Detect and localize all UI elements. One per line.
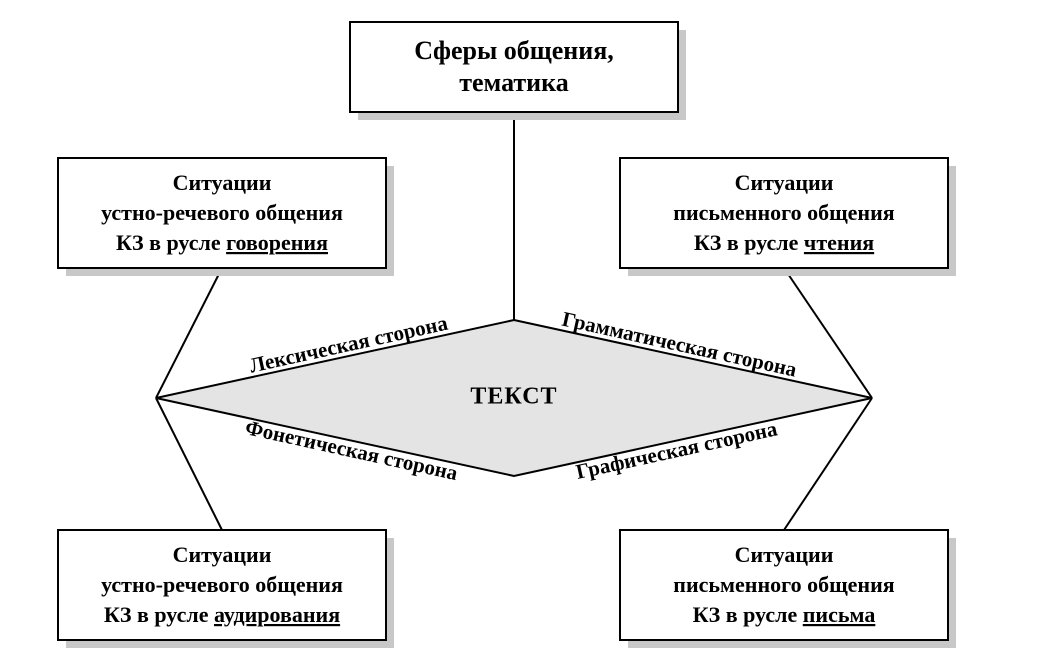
box-tl-line-2-underlined: говорения — [226, 230, 328, 255]
edge-bl-diamond-left — [156, 398, 222, 530]
box-br-line-1: письменного общения — [673, 572, 894, 597]
box-br-line-2-pre: КЗ в русле — [693, 602, 803, 627]
box-tr-line-0: Ситуации — [735, 170, 834, 195]
box-tr-line-1: письменного общения — [673, 200, 894, 225]
box-tr-line-2: КЗ в русле чтения — [694, 230, 874, 255]
box-bl-line-2: КЗ в русле аудирования — [104, 602, 340, 627]
box-bl-line-1: устно-речевого общения — [101, 572, 343, 597]
box-top-line-0: Сферы общения, — [414, 36, 614, 65]
diagram-canvas: ТЕКСТ Сферы общения, тематика Ситуации устн… — [0, 0, 1040, 672]
box-tr-line-2-pre: КЗ в русле — [694, 230, 804, 255]
box-bl-line-0: Ситуации — [173, 542, 272, 567]
edge-br-diamond-right — [784, 398, 872, 530]
box-tr-line-2-underlined: чтения — [804, 230, 874, 255]
box-bl-line-2-pre: КЗ в русле — [104, 602, 214, 627]
box-bl-line-2-underlined: аудирования — [214, 602, 340, 627]
box-tl-line-2-pre: КЗ в русле — [116, 230, 226, 255]
box-tl-line-1: устно-речевого общения — [101, 200, 343, 225]
edge-tr-diamond-right — [784, 268, 872, 398]
box-br-line-2: КЗ в русле письма — [693, 602, 876, 627]
box-br-line-0: Ситуации — [735, 542, 834, 567]
box-tl-line-0: Ситуации — [173, 170, 272, 195]
box-br-line-2-underlined: письма — [803, 602, 876, 627]
box-tl-line-2: КЗ в русле говорения — [116, 230, 328, 255]
edge-tl-diamond-left — [156, 268, 222, 398]
diamond-label: ТЕКСТ — [470, 384, 557, 410]
box-top-line-1: тематика — [459, 68, 569, 97]
